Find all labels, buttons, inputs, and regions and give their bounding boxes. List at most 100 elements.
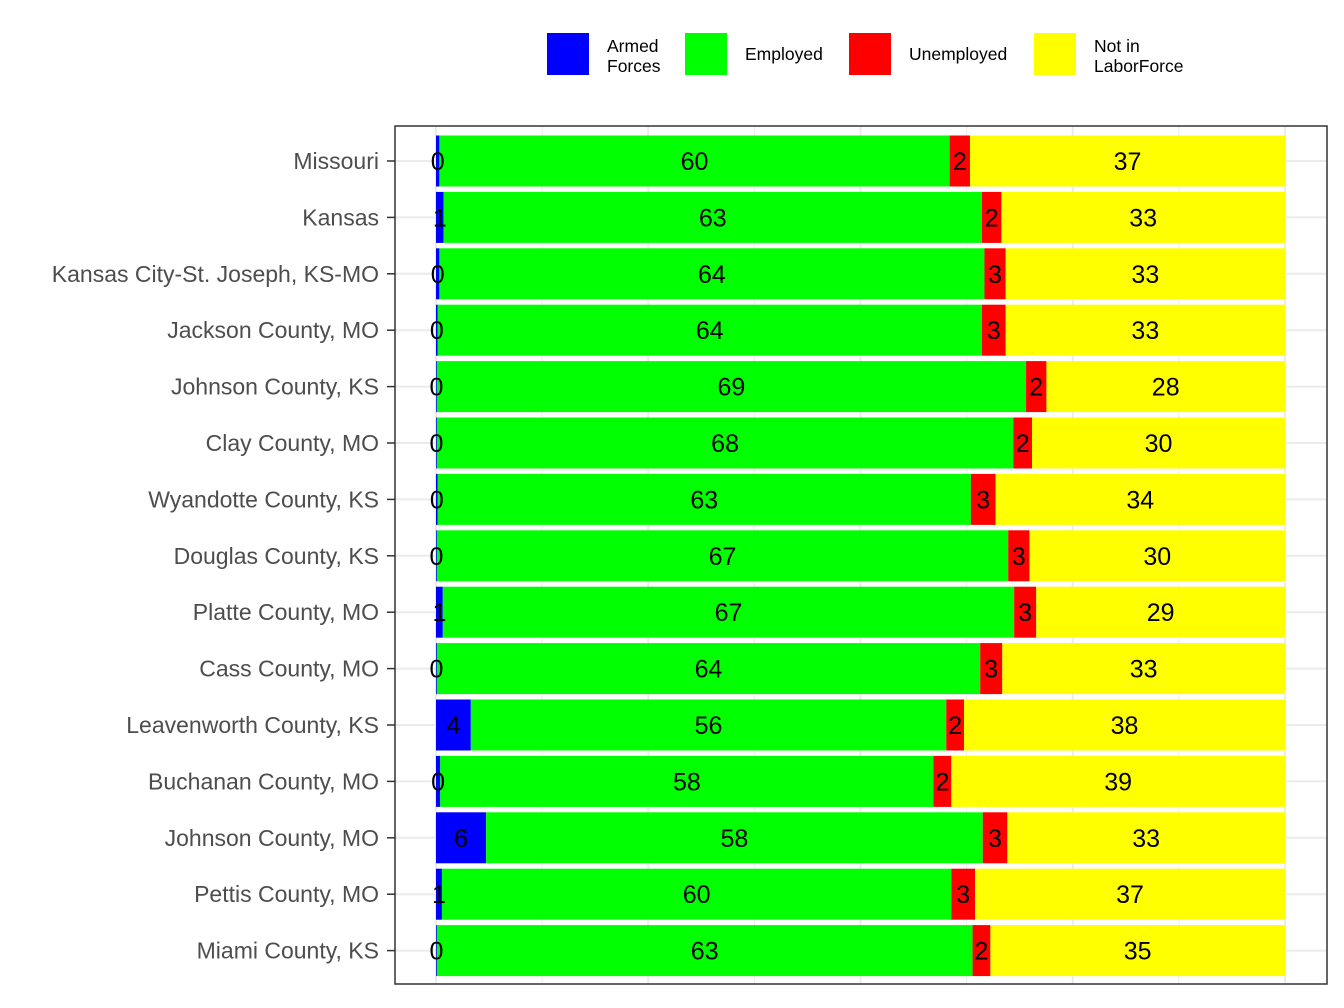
- bar-segment-not-in-laborforce: [1005, 248, 1285, 300]
- bar-value-label: 38: [1111, 712, 1139, 740]
- bar-segment-unemployed: [951, 868, 976, 920]
- bars: [436, 135, 1285, 977]
- bar-segment-armed-forces: [436, 643, 437, 695]
- bar-segment-armed-forces: [436, 925, 437, 977]
- bar-value-label: 2: [985, 204, 999, 232]
- bar-value-label: 69: [718, 374, 746, 402]
- bar-segment-armed-forces: [436, 586, 443, 638]
- bar-value-label: 2: [975, 938, 989, 966]
- bar-value-label: 67: [715, 599, 743, 627]
- y-tick-label: Clay County, MO: [206, 430, 379, 456]
- bar-segment-employed: [437, 304, 982, 356]
- legend-item-unemployed: Unemployed: [849, 33, 1007, 75]
- bar-value-label: 60: [681, 148, 709, 176]
- bar-segment-armed-forces: [436, 191, 444, 243]
- bar-value-label: 0: [429, 656, 443, 684]
- y-tick-label: Miami County, KS: [197, 938, 379, 964]
- bar-value-label: 0: [431, 768, 445, 796]
- bar-segment-armed-forces: [436, 135, 440, 187]
- bar-value-label: 3: [1018, 599, 1032, 627]
- bar-value-label: 33: [1132, 825, 1160, 853]
- legend-label: Not in: [1094, 36, 1140, 56]
- y-tick-label: Cass County, MO: [199, 656, 379, 682]
- bar-value-label: 39: [1104, 768, 1132, 796]
- bar-segment-unemployed: [1026, 361, 1047, 413]
- bar-segment-not-in-laborforce: [1005, 304, 1285, 356]
- bar-value-label: 58: [673, 768, 701, 796]
- bar-value-label: 0: [429, 543, 443, 571]
- bar-segment-employed: [436, 643, 981, 695]
- legend-label: Forces: [607, 56, 661, 76]
- legend-key-unemployed: [849, 33, 891, 75]
- bar-segment-unemployed: [1013, 417, 1032, 469]
- bar-value-label: 68: [711, 430, 739, 458]
- legend-item-employed: Employed: [685, 33, 823, 75]
- bar-value-label: 33: [1131, 317, 1159, 345]
- bar-segment-employed: [486, 812, 983, 864]
- bar-value-label: 1: [432, 599, 446, 627]
- bar-segment-employed: [442, 586, 1015, 638]
- bar-value-label: 60: [683, 881, 711, 909]
- bar-value-label: 33: [1129, 204, 1157, 232]
- bar-segment-not-in-laborforce: [1046, 361, 1285, 413]
- bar-segment-not-in-laborforce: [964, 699, 1285, 751]
- y-tick-label: Leavenworth County, KS: [126, 712, 379, 738]
- bar-segment-not-in-laborforce: [951, 755, 1285, 807]
- y-tick-label: Pettis County, MO: [194, 881, 379, 907]
- bar-segment-not-in-laborforce: [1001, 191, 1285, 243]
- bar-value-label: 63: [699, 204, 727, 232]
- bar-value-label: 3: [956, 881, 970, 909]
- y-tick-label: Missouri: [293, 148, 379, 174]
- y-tick-label: Platte County, MO: [193, 599, 379, 625]
- legend-label: Armed: [607, 36, 659, 56]
- bar-segment-employed: [436, 417, 1014, 469]
- legend-key-employed: [685, 33, 727, 75]
- bar-value-label: 3: [976, 486, 990, 514]
- bar-segment-employed: [436, 361, 1027, 413]
- legend-key-armed-forces: [547, 33, 589, 75]
- bar-segment-unemployed: [970, 473, 996, 525]
- bar-value-label: 0: [430, 317, 444, 345]
- bar-segment-armed-forces: [436, 361, 437, 413]
- bar-value-label: 29: [1147, 599, 1175, 627]
- bar-value-label: 2: [1029, 374, 1043, 402]
- y-tick-label: Kansas City-St. Joseph, KS-MO: [52, 261, 379, 287]
- bar-value-label: 0: [431, 261, 445, 289]
- bar-value-label: 0: [429, 938, 443, 966]
- bar-segment-employed: [436, 925, 973, 977]
- bar-segment-employed: [439, 248, 985, 300]
- bar-segment-unemployed: [972, 925, 991, 977]
- bar-segment-employed: [439, 135, 950, 187]
- bar-segment-armed-forces: [436, 304, 438, 356]
- bar-segment-not-in-laborforce: [1029, 530, 1285, 582]
- bar-value-label: 30: [1145, 430, 1173, 458]
- bar-segment-armed-forces: [436, 755, 441, 807]
- bar-segment-not-in-laborforce: [990, 925, 1285, 977]
- bar-value-label: 67: [709, 543, 737, 571]
- bar-segment-armed-forces: [436, 248, 440, 300]
- bar-value-label: 0: [430, 486, 444, 514]
- bar-segment-employed: [437, 473, 971, 525]
- bar-value-label: 0: [429, 430, 443, 458]
- bar-value-label: 28: [1152, 374, 1180, 402]
- bar-value-label: 34: [1126, 486, 1154, 514]
- bar-segment-unemployed: [946, 699, 965, 751]
- bar-value-label: 3: [987, 317, 1001, 345]
- bar-value-label: 35: [1124, 938, 1152, 966]
- bar-segment-unemployed: [1008, 530, 1030, 582]
- legend-label: Unemployed: [909, 44, 1007, 64]
- bar-segment-employed: [443, 191, 982, 243]
- bar-segment-unemployed: [933, 755, 952, 807]
- bar-value-label: 33: [1130, 656, 1158, 684]
- bar-segment-employed: [470, 699, 947, 751]
- y-tick-label: Kansas: [302, 204, 379, 230]
- bar-value-label: 2: [948, 712, 962, 740]
- bar-segment-employed: [440, 755, 934, 807]
- bar-value-label: 64: [695, 656, 723, 684]
- bar-segment-not-in-laborforce: [975, 868, 1285, 920]
- bar-value-label: 37: [1114, 148, 1142, 176]
- bar-value-label: 3: [1012, 543, 1026, 571]
- bar-segment-employed: [441, 868, 952, 920]
